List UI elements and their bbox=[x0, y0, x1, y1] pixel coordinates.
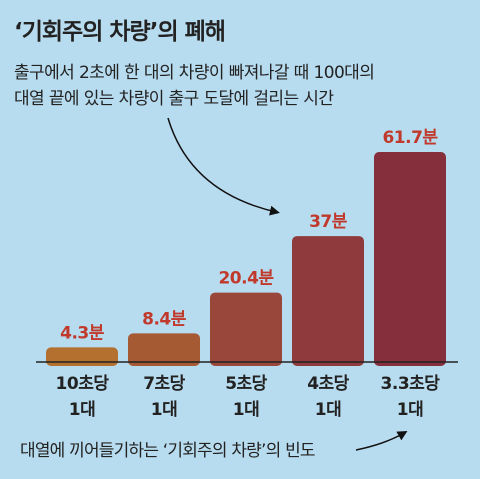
category-label-4-line-1: 4초당 bbox=[307, 374, 349, 394]
category-label-1-line-1: 10초당 bbox=[56, 374, 110, 394]
subtitle-line-2: 대열 끝에 있는 차량이 출구 도달에 걸리는 시간 bbox=[14, 89, 334, 109]
category-label-2-line-2: 1대 bbox=[151, 400, 177, 420]
bar-4 bbox=[292, 236, 364, 366]
subtitle-line-1: 출구에서 2초에 한 대의 차량이 빠져나갈 때 100대의 bbox=[14, 63, 375, 83]
chart-subtitle: 출구에서 2초에 한 대의 차량이 빠져나갈 때 100대의 대열 끝에 있는 … bbox=[14, 60, 375, 112]
category-label-4-line-2: 1대 bbox=[315, 400, 341, 420]
bar-5 bbox=[374, 152, 446, 366]
category-label-3-line-2: 1대 bbox=[233, 400, 259, 420]
bar-3 bbox=[210, 292, 282, 366]
category-label-2-line-1: 7초당 bbox=[143, 374, 185, 394]
subtitle-arrow bbox=[167, 117, 280, 216]
chart-title: ‘기회주의 차량’의 폐해 bbox=[14, 19, 226, 45]
bar-value-label-5: 61.7분 bbox=[382, 128, 438, 148]
chart-footnote: 대열에 끼어들기하는 ‘기회주의 차량’의 빈도 bbox=[20, 441, 316, 461]
category-label-3-line-1: 5초당 bbox=[225, 374, 267, 394]
bar-value-label-3: 20.4분 bbox=[218, 269, 274, 289]
bar-1 bbox=[46, 347, 118, 366]
bar-value-label-4: 37분 bbox=[309, 212, 348, 232]
footnote-arrow bbox=[355, 430, 408, 451]
category-label-1-line-2: 1대 bbox=[69, 400, 95, 420]
category-label-5-line-2: 1대 bbox=[397, 400, 423, 420]
bar-value-label-2: 8.4분 bbox=[142, 309, 187, 329]
category-label-5-line-1: 3.3초당 bbox=[381, 374, 441, 394]
bar-2 bbox=[128, 333, 200, 366]
bar-value-label-1: 4.3분 bbox=[60, 323, 105, 343]
